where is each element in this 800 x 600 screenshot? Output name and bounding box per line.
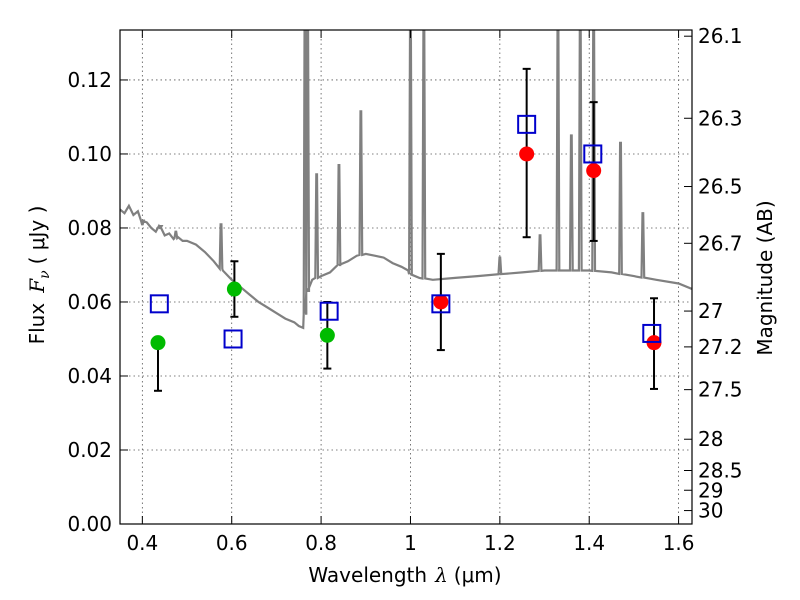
ticks: 0.4 0.6 0.8 1 1.2 1.4 1.6 0.00 0.02 0.04 0.06 0.08 0… [67, 24, 742, 555]
model-flux-square [223, 329, 243, 349]
x-tick-label: 1.4 [573, 531, 605, 555]
red-data-point [586, 163, 602, 179]
lambda-symbol: λ [434, 563, 448, 587]
magnitude-tick-label: 28.5 [698, 459, 743, 483]
model-flux-square [583, 144, 603, 164]
green-data-point [226, 281, 242, 297]
y-tick-label: 0.10 [67, 142, 112, 166]
nu-subscript: ν [37, 270, 53, 279]
y-axis-unit: ( μJy ) [25, 206, 49, 265]
x-tick-label: 0.6 [216, 531, 248, 555]
magnitude-tick-label: 27 [698, 299, 723, 323]
magnitude-tick-label: 28 [698, 427, 723, 451]
model-flux-square [431, 294, 451, 314]
model-flux-square [319, 301, 339, 321]
y-tick-label: 0.12 [67, 68, 112, 92]
x-axis-label-text: Wavelength [308, 563, 427, 587]
green-data-point [150, 335, 166, 351]
model-spectrum [120, 30, 692, 330]
x-tick-label: 1.2 [484, 531, 516, 555]
red-data-point [519, 146, 535, 162]
x-axis-label: Wavelength λ (μm) [308, 563, 501, 587]
flux-symbol: F [25, 278, 49, 294]
model-flux-square [642, 323, 662, 343]
magnitude-tick-label: 26.7 [698, 231, 743, 255]
magnitude-axis-label: Magnitude (AB) [753, 200, 777, 355]
y-tick-label: 0.02 [67, 438, 112, 462]
grid [120, 30, 692, 525]
magnitude-tick-label: 27.5 [698, 378, 743, 402]
green-data-point [319, 327, 335, 343]
data-markers [149, 67, 662, 392]
magnitude-tick-label: 27.2 [698, 335, 743, 359]
plot-frame [119, 29, 693, 525]
magnitude-tick-label: 26.1 [698, 24, 743, 48]
magnitude-tick-label: 30 [698, 499, 723, 523]
x-axis-unit: (μm) [454, 563, 502, 587]
magnitude-tick-label: 26.3 [698, 106, 743, 130]
model-spectrum-line [120, 30, 692, 330]
y-axis-label-text: Flux [25, 303, 49, 345]
x-tick-label: 0.4 [126, 531, 158, 555]
model-flux-square [149, 294, 169, 314]
x-tick-label: 0.8 [305, 531, 337, 555]
red-data-point [433, 294, 449, 310]
magnitude-tick-label: 26.5 [698, 175, 743, 199]
y-tick-label: 0.08 [67, 216, 112, 240]
x-tick-label: 1.6 [663, 531, 695, 555]
model-flux-square [517, 114, 537, 134]
y-tick-label: 0.06 [67, 290, 112, 314]
magnitude-tick-label: 29 [698, 478, 723, 502]
y-axis-label: Flux Fν ( μJy ) [25, 206, 53, 345]
x-tick-label: 1 [404, 531, 417, 555]
y-tick-label: 0.04 [67, 364, 112, 388]
y-tick-label: 0.00 [67, 512, 112, 536]
